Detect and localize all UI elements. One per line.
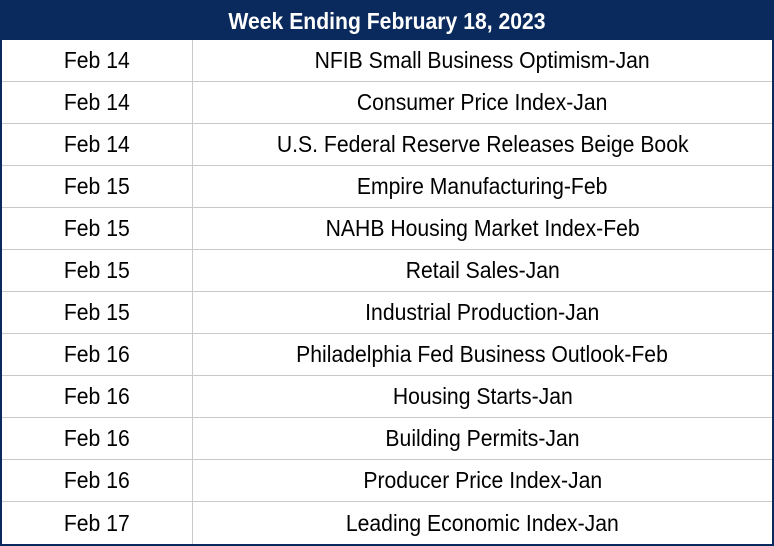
date-cell: Feb 16 (2, 334, 193, 375)
event-cell: Empire Manufacturing-Feb (193, 166, 772, 207)
date-cell: Feb 15 (2, 250, 193, 291)
date-text: Feb 15 (64, 299, 130, 325)
event-text: Retail Sales-Jan (405, 257, 560, 283)
table-row: Feb 16 Housing Starts-Jan (2, 376, 772, 418)
event-cell: Consumer Price Index-Jan (193, 82, 772, 123)
event-text: Consumer Price Index-Jan (357, 89, 608, 115)
date-cell: Feb 16 (2, 460, 193, 501)
date-text: Feb 14 (64, 89, 130, 115)
date-cell: Feb 15 (2, 292, 193, 333)
date-text: Feb 15 (64, 257, 130, 283)
date-text: Feb 16 (64, 467, 130, 493)
table-row: Feb 16 Philadelphia Fed Business Outlook… (2, 334, 772, 376)
date-cell: Feb 14 (2, 82, 193, 123)
table-row: Feb 14 NFIB Small Business Optimism-Jan (2, 40, 772, 82)
date-text: Feb 16 (64, 383, 130, 409)
date-text: Feb 15 (64, 215, 130, 241)
event-text: Leading Economic Index-Jan (346, 509, 619, 536)
table-row: Feb 14 Consumer Price Index-Jan (2, 82, 772, 124)
table-body: Feb 14 NFIB Small Business Optimism-Jan … (2, 40, 772, 544)
event-cell: Industrial Production-Jan (193, 292, 772, 333)
table-row: Feb 15 NAHB Housing Market Index-Feb (2, 208, 772, 250)
event-cell: NFIB Small Business Optimism-Jan (193, 40, 772, 81)
date-text: Feb 17 (64, 509, 130, 536)
table-row: Feb 15 Retail Sales-Jan (2, 250, 772, 292)
date-cell: Feb 15 (2, 208, 193, 249)
table-row: Feb 16 Building Permits-Jan (2, 418, 772, 460)
date-text: Feb 14 (64, 131, 130, 157)
event-cell: Housing Starts-Jan (193, 376, 772, 417)
date-text: Feb 16 (64, 425, 130, 451)
event-cell: Building Permits-Jan (193, 418, 772, 459)
table-title: Week Ending February 18, 2023 (32, 2, 742, 40)
event-cell: Retail Sales-Jan (193, 250, 772, 291)
table-row: Feb 17 Leading Economic Index-Jan (2, 502, 772, 544)
table-row: Feb 15 Empire Manufacturing-Feb (2, 166, 772, 208)
date-cell: Feb 16 (2, 376, 193, 417)
event-text: NFIB Small Business Optimism-Jan (314, 47, 651, 73)
table-row: Feb 15 Industrial Production-Jan (2, 292, 772, 334)
event-text: Housing Starts-Jan (392, 383, 573, 409)
event-cell: Philadelphia Fed Business Outlook-Feb (193, 334, 772, 375)
event-cell: U.S. Federal Reserve Releases Beige Book (193, 124, 772, 165)
date-cell: Feb 16 (2, 418, 193, 459)
event-text: NAHB Housing Market Index-Feb (325, 215, 640, 241)
event-text: U.S. Federal Reserve Releases Beige Book (276, 131, 689, 157)
table-header: Week Ending February 18, 2023 (2, 2, 772, 40)
event-text: Producer Price Index-Jan (363, 467, 602, 493)
table-row: Feb 16 Producer Price Index-Jan (2, 460, 772, 502)
date-cell: Feb 17 (2, 502, 193, 544)
date-text: Feb 15 (64, 173, 130, 199)
event-cell: Producer Price Index-Jan (193, 460, 772, 501)
date-text: Feb 16 (64, 341, 130, 367)
date-text: Feb 14 (64, 47, 130, 73)
event-text: Industrial Production-Jan (365, 299, 600, 325)
date-cell: Feb 15 (2, 166, 193, 207)
event-text: Building Permits-Jan (385, 425, 580, 451)
event-text: Empire Manufacturing-Feb (357, 173, 608, 199)
event-text: Philadelphia Fed Business Outlook-Feb (296, 341, 669, 367)
date-cell: Feb 14 (2, 124, 193, 165)
event-cell: Leading Economic Index-Jan (193, 502, 772, 544)
date-cell: Feb 14 (2, 40, 193, 81)
table-row: Feb 14 U.S. Federal Reserve Releases Bei… (2, 124, 772, 166)
event-cell: NAHB Housing Market Index-Feb (193, 208, 772, 249)
